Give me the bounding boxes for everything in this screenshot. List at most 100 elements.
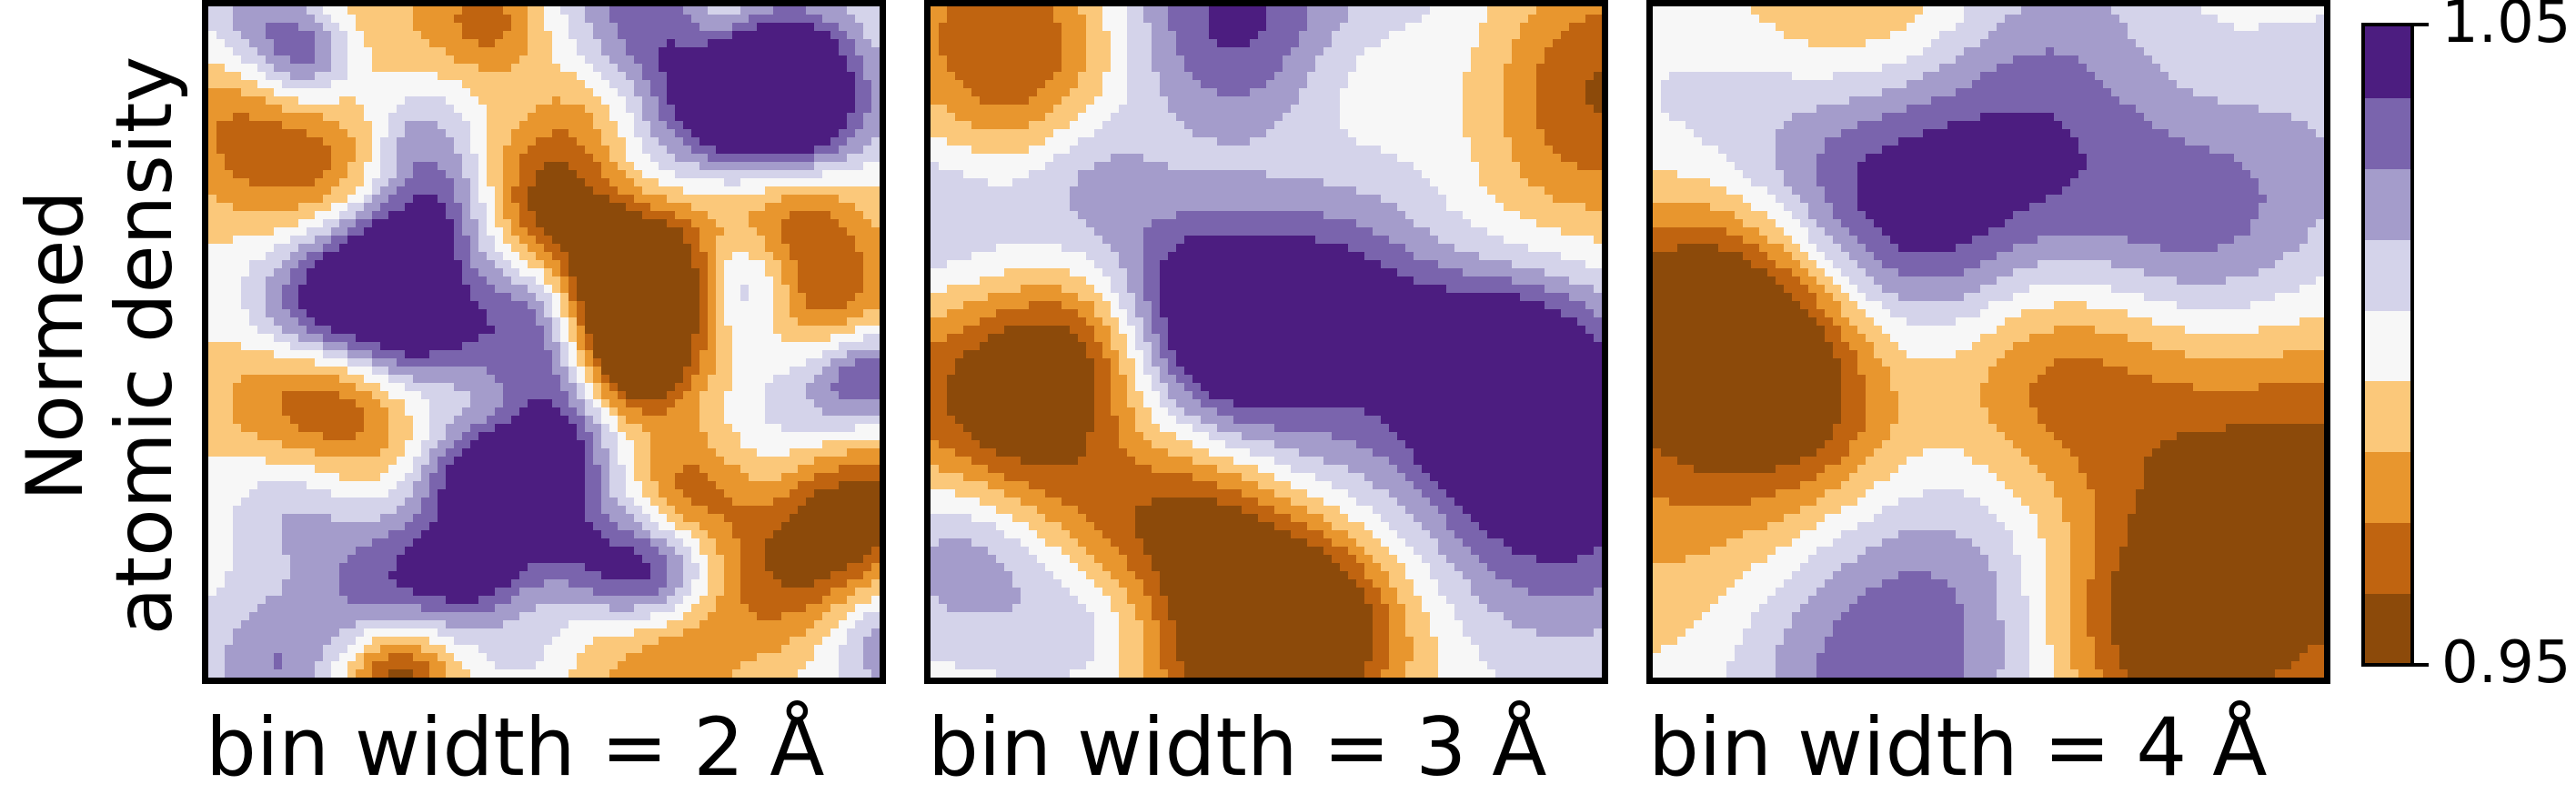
heatmap-cell	[429, 80, 438, 89]
heatmap-cell	[683, 129, 692, 138]
heatmap-cell	[225, 252, 234, 261]
heatmap-cell	[331, 252, 340, 261]
heatmap-cell	[683, 473, 692, 482]
heatmap-cell	[724, 334, 733, 343]
heatmap-cell	[642, 227, 651, 236]
heatmap-cell	[511, 367, 520, 376]
heatmap-cell	[487, 121, 496, 130]
heatmap-cell	[683, 432, 692, 441]
heatmap-cell	[413, 186, 422, 196]
heatmap-cell	[282, 301, 291, 310]
heatmap-cell	[380, 72, 389, 81]
heatmap-cell	[724, 227, 733, 236]
heatmap-cell	[781, 170, 790, 179]
heatmap-cell	[536, 195, 545, 204]
heatmap-cell	[814, 31, 823, 40]
heatmap-cell	[814, 383, 823, 392]
heatmap-cell	[429, 326, 438, 335]
heatmap-cell	[233, 162, 242, 171]
heatmap-cell	[609, 72, 619, 81]
heatmap-cell	[503, 227, 512, 236]
heatmap-cell	[569, 407, 578, 417]
heatmap-cell	[347, 383, 357, 392]
heatmap-cell	[274, 121, 283, 130]
heatmap-cell	[634, 399, 643, 408]
heatmap-cell	[626, 342, 635, 351]
heatmap-cell	[266, 6, 275, 15]
heatmap-cell	[519, 121, 528, 130]
heatmap-cell	[822, 137, 831, 146]
heatmap-cell	[871, 440, 880, 449]
heatmap-cell	[307, 211, 316, 220]
heatmap-cell	[790, 236, 799, 245]
heatmap-cell	[536, 317, 545, 327]
heatmap-cell	[315, 146, 324, 155]
heatmap-cell	[339, 219, 348, 228]
heatmap-cell	[691, 416, 700, 425]
heatmap-cell	[855, 489, 864, 498]
heatmap-cell	[511, 309, 520, 318]
heatmap-cell	[405, 137, 414, 146]
heatmap-cell	[438, 473, 447, 482]
heatmap-cell	[421, 23, 430, 32]
heatmap-cell	[421, 96, 430, 106]
heatmap-cell	[757, 105, 766, 114]
heatmap-cell	[388, 105, 397, 114]
heatmap-cell	[413, 129, 422, 138]
heatmap-cell	[495, 309, 504, 318]
heatmap-cell	[274, 276, 283, 286]
heatmap-cell	[470, 113, 479, 122]
heatmap-cell	[659, 195, 668, 204]
heatmap-cell	[577, 481, 586, 490]
heatmap-cell	[724, 391, 733, 400]
heatmap-cell	[863, 407, 872, 417]
heatmap-cell	[577, 211, 586, 220]
heatmap-cell	[380, 342, 389, 351]
heatmap-cell	[446, 64, 455, 73]
heatmap-cell	[642, 391, 651, 400]
heatmap-cell	[208, 326, 217, 335]
heatmap-cell	[470, 154, 479, 163]
heatmap-cell	[364, 203, 373, 212]
heatmap-cell	[650, 186, 659, 196]
heatmap-cell	[560, 293, 569, 302]
heatmap-cell	[307, 416, 316, 425]
heatmap-cell	[216, 383, 226, 392]
heatmap-cell	[765, 244, 774, 253]
heatmap-cell	[478, 64, 488, 73]
heatmap-cell	[781, 72, 790, 81]
heatmap-cell	[421, 186, 430, 196]
heatmap-cell	[536, 473, 545, 482]
heatmap-cell	[225, 244, 234, 253]
heatmap-cell	[274, 154, 283, 163]
heatmap-cell	[405, 473, 414, 482]
heatmap-cell	[691, 178, 700, 187]
heatmap-cell	[249, 334, 258, 343]
heatmap-cell	[528, 178, 537, 187]
heatmap-cell	[208, 154, 217, 163]
heatmap-cell	[667, 15, 676, 24]
heatmap-cell	[569, 309, 578, 318]
heatmap-cell	[806, 72, 815, 81]
heatmap-cell	[208, 260, 217, 269]
heatmap-cell	[724, 80, 733, 89]
heatmap-cell	[798, 440, 807, 449]
heatmap-cell	[266, 416, 275, 425]
heatmap-cell	[560, 391, 569, 400]
heatmap-cell	[208, 293, 217, 302]
heatmap-cell	[266, 448, 275, 457]
heatmap-cell	[315, 457, 324, 466]
heatmap-cell	[699, 96, 709, 106]
heatmap-cell	[642, 80, 651, 89]
heatmap-cell	[511, 457, 520, 466]
heatmap-cell	[790, 424, 799, 433]
heatmap-cell	[765, 293, 774, 302]
heatmap-cell	[609, 432, 619, 441]
heatmap-cell	[569, 170, 578, 179]
heatmap-cell	[364, 146, 373, 155]
heatmap-cell	[806, 342, 815, 351]
heatmap-cell	[405, 154, 414, 163]
heatmap-cell	[708, 334, 717, 343]
heatmap-cell	[839, 211, 848, 220]
heatmap-cell	[781, 416, 790, 425]
